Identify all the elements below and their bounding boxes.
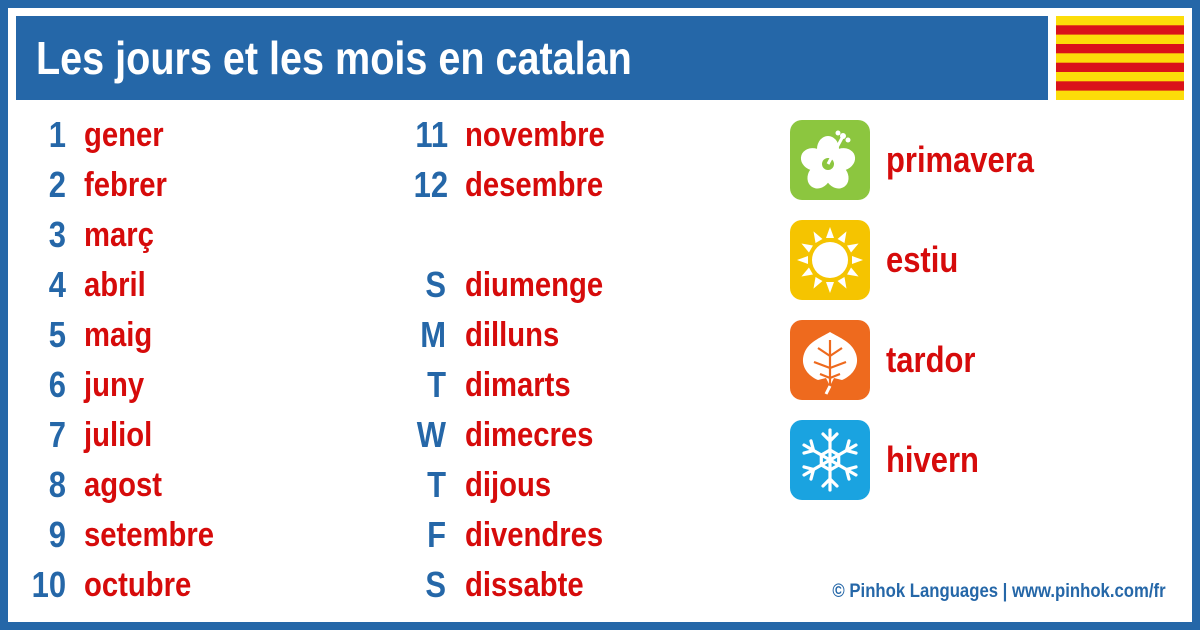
day-abbreviation: W (416, 414, 446, 455)
season-label: hivern (886, 439, 979, 480)
month-number: 6 (48, 364, 66, 405)
day-name: dimecres (465, 416, 594, 454)
month-number: 12 (413, 164, 448, 205)
catalan-flag-icon (1056, 16, 1184, 100)
season-label: primavera (886, 139, 1035, 180)
season-summer: estiu (790, 220, 1170, 300)
month-name: juliol (84, 416, 153, 454)
day-name: dijous (465, 466, 552, 504)
day-abbreviation: S (425, 564, 446, 605)
day-name: dimarts (465, 366, 571, 404)
month-number: 9 (48, 514, 66, 555)
month-number: 5 (48, 314, 66, 355)
title-bar: Les jours et les mois en catalan (16, 16, 1048, 100)
footer-credit: © Pinhok Languages | www.pinhok.com/fr (832, 581, 1166, 602)
month-name: febrer (84, 166, 167, 204)
month-number: 1 (48, 114, 66, 155)
month-name: abril (84, 266, 146, 304)
day-name: divendres (465, 516, 604, 554)
month-name: setembre (84, 516, 215, 554)
month-number: 7 (48, 414, 66, 455)
hibiscus-flower-icon (790, 120, 870, 200)
month-name: març (84, 216, 154, 254)
day-abbreviation: T (427, 364, 446, 405)
sun-icon (790, 220, 870, 300)
month-name: desembre (465, 166, 604, 204)
month-number: 2 (48, 164, 66, 205)
month-number: 3 (48, 214, 66, 255)
season-autumn: tardor (790, 320, 1170, 400)
season-winter: hivern (790, 420, 1170, 500)
day-abbreviation: F (427, 514, 446, 555)
month-name: juny (84, 366, 145, 404)
month-number: 11 (415, 114, 448, 155)
day-name: dissabte (465, 566, 584, 604)
month-name: octubre (84, 566, 192, 604)
day-name: dilluns (465, 316, 560, 354)
day-abbreviation: T (427, 464, 446, 505)
leaf-icon (790, 320, 870, 400)
season-label: tardor (886, 339, 976, 380)
month-name: gener (84, 116, 164, 154)
page-title: Les jours et les mois en catalan (36, 32, 632, 84)
snowflake-icon (790, 420, 870, 500)
day-abbreviation: S (425, 264, 446, 305)
season-spring: primavera (790, 120, 1170, 200)
month-name: novembre (465, 116, 605, 154)
day-abbreviation: M (420, 314, 446, 355)
month-name: agost (84, 466, 162, 504)
season-label: estiu (886, 239, 959, 280)
month-name: maig (84, 316, 153, 354)
month-number: 4 (48, 264, 66, 305)
day-name: diumenge (465, 266, 604, 304)
month-number: 10 (31, 564, 66, 605)
month-number: 8 (48, 464, 66, 505)
